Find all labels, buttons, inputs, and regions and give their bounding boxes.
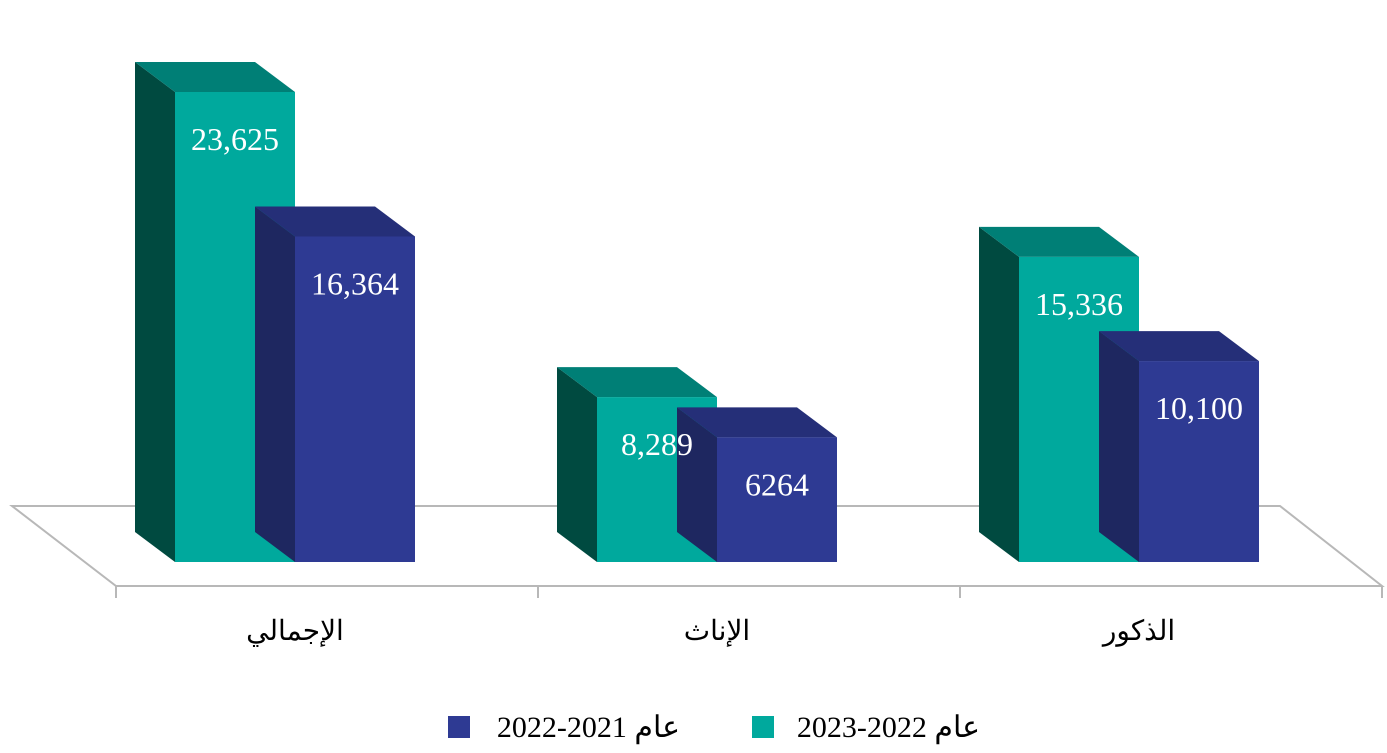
legend-item-0: 2023-2022 عام	[752, 711, 980, 745]
bar-top	[557, 367, 717, 398]
bar-top	[1099, 331, 1259, 362]
bar-side	[557, 367, 597, 562]
legend-item-1: 2022-2021 عام	[448, 711, 680, 745]
bar-front	[717, 437, 837, 562]
data-label: 16,364	[311, 265, 399, 301]
legend: 2023-2022 عام 2022-2021 عام	[448, 711, 980, 745]
bars-group	[135, 62, 1259, 562]
data-label: 23,625	[191, 121, 279, 157]
bar-front	[1139, 361, 1259, 562]
bar-top	[255, 206, 415, 237]
value-labels-group: 23,625 16,364 8,289 6264 15,336 10,100	[191, 121, 1243, 502]
category-label: الإناث	[684, 614, 750, 647]
data-label: 8,289	[621, 426, 693, 462]
bar-top	[677, 407, 837, 438]
bar-side	[1099, 331, 1139, 562]
bar-side	[135, 62, 175, 562]
data-label: 6264	[745, 466, 809, 502]
legend-label: 2023-2022 عام	[797, 711, 980, 745]
bar-previous-0	[255, 206, 415, 562]
bar-side	[255, 206, 295, 562]
bar-side	[677, 407, 717, 562]
category-labels-group: الإجمالي الإناث الذكور	[246, 614, 1175, 647]
bar-previous-1	[677, 407, 837, 562]
bar-front	[295, 236, 415, 562]
legend-label: 2022-2021 عام	[497, 711, 680, 745]
bar-previous-2	[1099, 331, 1259, 562]
data-label: 10,100	[1155, 390, 1243, 426]
category-label: الإجمالي	[246, 614, 344, 647]
data-label: 15,336	[1035, 286, 1123, 322]
bar-side	[979, 226, 1019, 562]
legend-swatch	[448, 716, 470, 738]
legend-swatch	[752, 716, 774, 738]
bar-top	[135, 62, 295, 92]
bar-top	[979, 226, 1139, 257]
category-label: الذكور	[1101, 614, 1175, 647]
